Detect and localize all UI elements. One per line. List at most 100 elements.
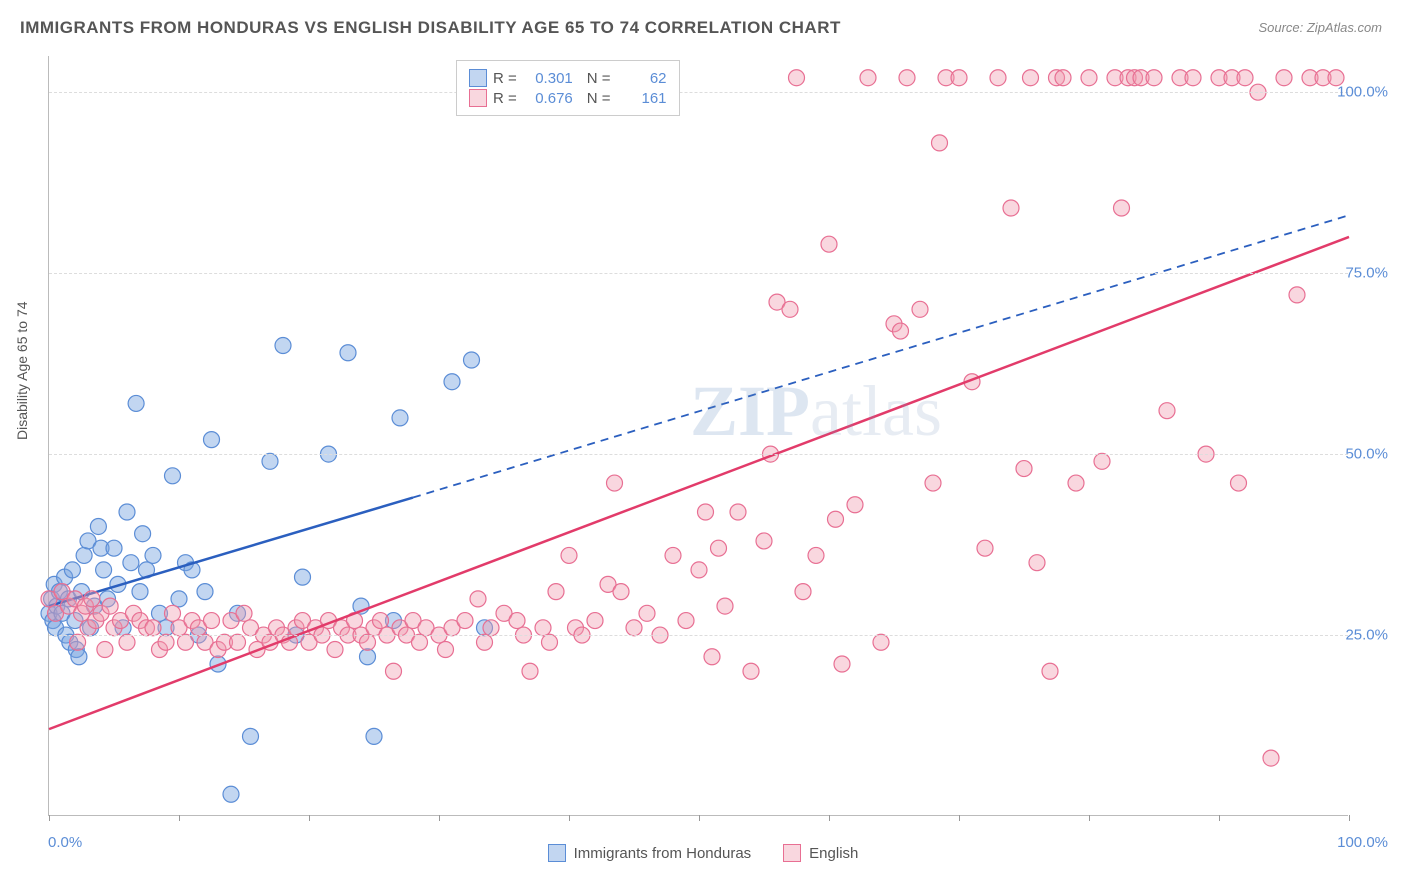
stats-legend: R =0.301N =62R =0.676N =161 bbox=[456, 60, 680, 116]
y-tick-label: 25.0% bbox=[1345, 627, 1388, 644]
scatter-point bbox=[412, 634, 428, 650]
scatter-point bbox=[1068, 475, 1084, 491]
bottom-legend-label: Immigrants from Honduras bbox=[574, 845, 752, 862]
scatter-point bbox=[223, 786, 239, 802]
scatter-point bbox=[711, 540, 727, 556]
scatter-point bbox=[1237, 70, 1253, 86]
scatter-point bbox=[64, 562, 80, 578]
scatter-point bbox=[71, 649, 87, 665]
scatter-point bbox=[834, 656, 850, 672]
scatter-point bbox=[925, 475, 941, 491]
scatter-point bbox=[1146, 70, 1162, 86]
legend-swatch bbox=[469, 69, 487, 87]
x-tick bbox=[439, 815, 440, 821]
scatter-point bbox=[132, 584, 148, 600]
legend-swatch bbox=[783, 844, 801, 862]
trend-line bbox=[49, 237, 1349, 729]
scatter-point bbox=[123, 555, 139, 571]
scatter-point bbox=[789, 70, 805, 86]
scatter-point bbox=[1289, 287, 1305, 303]
scatter-point bbox=[119, 634, 135, 650]
scatter-point bbox=[327, 642, 343, 658]
scatter-point bbox=[717, 598, 733, 614]
scatter-point bbox=[828, 511, 844, 527]
chart-title: IMMIGRANTS FROM HONDURAS VS ENGLISH DISA… bbox=[20, 18, 841, 38]
scatter-point bbox=[392, 410, 408, 426]
x-tick bbox=[829, 815, 830, 821]
scatter-point bbox=[106, 540, 122, 556]
scatter-point bbox=[366, 728, 382, 744]
scatter-point bbox=[1023, 70, 1039, 86]
scatter-point bbox=[178, 634, 194, 650]
scatter-point bbox=[730, 504, 746, 520]
y-tick-label: 50.0% bbox=[1345, 446, 1388, 463]
source-label: Source: ZipAtlas.com bbox=[1258, 20, 1382, 35]
scatter-point bbox=[756, 533, 772, 549]
scatter-point bbox=[535, 620, 551, 636]
plot-area bbox=[48, 56, 1348, 816]
scatter-point bbox=[96, 562, 112, 578]
scatter-point bbox=[97, 642, 113, 658]
scatter-point bbox=[1276, 70, 1292, 86]
scatter-point bbox=[691, 562, 707, 578]
scatter-point bbox=[1081, 70, 1097, 86]
scatter-point bbox=[626, 620, 642, 636]
scatter-point bbox=[522, 663, 538, 679]
x-tick bbox=[179, 815, 180, 821]
scatter-point bbox=[464, 352, 480, 368]
scatter-point bbox=[236, 605, 252, 621]
scatter-point bbox=[899, 70, 915, 86]
scatter-point bbox=[76, 547, 92, 563]
scatter-point bbox=[860, 70, 876, 86]
legend-swatch bbox=[469, 89, 487, 107]
scatter-point bbox=[639, 605, 655, 621]
scatter-point bbox=[808, 547, 824, 563]
scatter-point bbox=[243, 728, 259, 744]
scatter-point bbox=[1094, 453, 1110, 469]
scatter-point bbox=[102, 598, 118, 614]
scatter-point bbox=[990, 70, 1006, 86]
legend-n-value: 62 bbox=[617, 70, 667, 87]
scatter-point bbox=[262, 453, 278, 469]
x-tick-label-left: 0.0% bbox=[48, 834, 82, 851]
x-tick bbox=[569, 815, 570, 821]
x-tick bbox=[699, 815, 700, 821]
y-tick-label: 75.0% bbox=[1345, 265, 1388, 282]
scatter-point bbox=[613, 584, 629, 600]
scatter-point bbox=[295, 569, 311, 585]
scatter-point bbox=[340, 345, 356, 361]
scatter-point bbox=[1055, 70, 1071, 86]
scatter-point bbox=[587, 613, 603, 629]
scatter-point bbox=[204, 613, 220, 629]
scatter-point bbox=[230, 634, 246, 650]
scatter-point bbox=[782, 301, 798, 317]
y-tick-label: 100.0% bbox=[1337, 84, 1388, 101]
scatter-point bbox=[1029, 555, 1045, 571]
gridline bbox=[49, 454, 1348, 455]
legend-row: R =0.676N =161 bbox=[469, 89, 667, 107]
scatter-point bbox=[135, 526, 151, 542]
scatter-point bbox=[90, 518, 106, 534]
scatter-point bbox=[1159, 403, 1175, 419]
scatter-point bbox=[1231, 475, 1247, 491]
scatter-point bbox=[678, 613, 694, 629]
scatter-point bbox=[698, 504, 714, 520]
gridline bbox=[49, 273, 1348, 274]
scatter-point bbox=[275, 338, 291, 354]
legend-n-label: N = bbox=[587, 70, 611, 87]
scatter-point bbox=[145, 547, 161, 563]
x-tick bbox=[1219, 815, 1220, 821]
scatter-point bbox=[457, 613, 473, 629]
scatter-point bbox=[795, 584, 811, 600]
scatter-point bbox=[743, 663, 759, 679]
scatter-point bbox=[704, 649, 720, 665]
scatter-point bbox=[165, 605, 181, 621]
gridline bbox=[49, 635, 1348, 636]
x-tick bbox=[1089, 815, 1090, 821]
scatter-point bbox=[1185, 70, 1201, 86]
scatter-point bbox=[204, 432, 220, 448]
scatter-point bbox=[893, 323, 909, 339]
scatter-point bbox=[1263, 750, 1279, 766]
scatter-point bbox=[158, 634, 174, 650]
scatter-point bbox=[912, 301, 928, 317]
